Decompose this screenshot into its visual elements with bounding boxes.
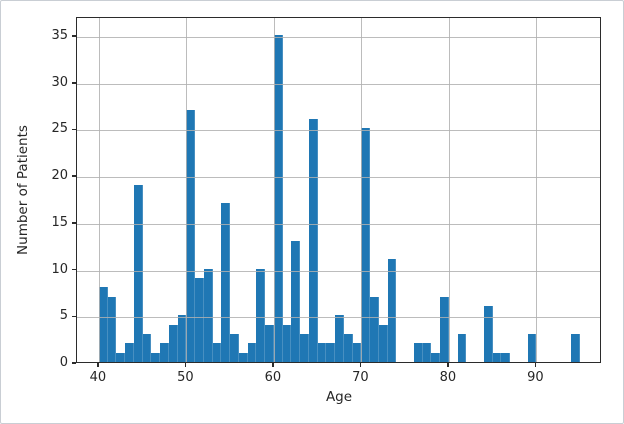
x-tick-label: 70	[352, 370, 369, 385]
histogram-bar	[142, 333, 152, 362]
histogram-bar	[195, 277, 204, 362]
x-tick-label: 50	[177, 370, 194, 385]
histogram-bar	[160, 343, 169, 362]
x-tick-label: 80	[439, 370, 457, 385]
histogram-bar	[168, 324, 178, 362]
x-axis-label: Age	[325, 389, 353, 405]
y-tick-mark	[72, 82, 76, 84]
histogram-bar	[300, 333, 309, 362]
histogram-bar	[361, 128, 371, 362]
histogram-bar	[221, 203, 231, 362]
histogram-bar	[457, 333, 467, 362]
bars-layer	[77, 18, 600, 362]
histogram-bar	[265, 324, 274, 362]
histogram-bar	[571, 333, 581, 362]
histogram-bar	[133, 184, 143, 362]
x-tick-label: 90	[527, 370, 544, 385]
histogram-bar	[256, 268, 266, 362]
histogram-bar	[492, 352, 502, 362]
histogram-bar	[203, 268, 213, 362]
x-tick-label: 60	[264, 370, 282, 385]
histogram-bar	[308, 119, 318, 362]
histogram-bar	[212, 343, 222, 362]
y-tick-label: 20	[51, 168, 68, 184]
x-tick-mark	[272, 363, 274, 367]
y-tick-mark	[72, 268, 76, 271]
x-tick-label: 40	[89, 370, 107, 385]
histogram-bar	[326, 343, 336, 362]
y-tick-mark	[72, 315, 76, 318]
histogram-bar	[238, 352, 248, 362]
histogram-bar	[107, 296, 117, 362]
histogram-bar	[177, 315, 187, 362]
histogram-bar	[186, 109, 196, 362]
histogram-bar	[335, 315, 344, 362]
histogram-bar	[413, 343, 423, 362]
histogram-bar	[483, 305, 493, 362]
x-tick-mark	[359, 363, 362, 367]
y-tick-mark	[72, 35, 76, 37]
plot-area	[76, 17, 601, 363]
x-tick-mark	[447, 363, 449, 367]
histogram-bar	[343, 333, 353, 362]
histogram-bar	[247, 343, 257, 362]
y-tick-mark	[72, 175, 76, 177]
histogram-bar	[317, 343, 327, 362]
y-tick-label: 0	[59, 355, 68, 370]
y-tick-label: 15	[51, 214, 68, 230]
histogram-bar	[291, 240, 301, 362]
histogram-bar	[387, 259, 397, 362]
histogram-bar	[116, 352, 126, 362]
histogram-bar	[151, 352, 161, 362]
histogram-bar	[527, 333, 537, 362]
histogram-bar	[378, 324, 388, 362]
y-tick-mark	[72, 128, 76, 131]
y-tick-label: 25	[51, 121, 68, 137]
histogram-bar	[422, 343, 432, 362]
x-tick-mark	[97, 363, 99, 367]
histogram-bar	[125, 343, 134, 362]
histogram-bar	[352, 343, 362, 362]
histogram-bar	[273, 35, 283, 362]
y-tick-label: 30	[51, 74, 68, 90]
x-tick-mark	[184, 363, 187, 367]
histogram-bar	[440, 296, 449, 362]
histogram-bar	[431, 352, 441, 362]
histogram-bar	[370, 296, 379, 362]
x-tick-mark	[534, 363, 537, 367]
y-tick-label: 35	[51, 28, 68, 44]
histogram-bar	[98, 287, 108, 362]
histogram-bar	[230, 333, 239, 362]
histogram-bar	[282, 324, 292, 362]
y-tick-label: 5	[59, 308, 68, 324]
y-tick-mark	[72, 362, 76, 364]
y-tick-mark	[72, 222, 76, 224]
histogram-bar	[501, 352, 511, 362]
y-tick-label: 10	[51, 261, 68, 277]
y-axis-label: Number of Patients	[15, 125, 31, 255]
